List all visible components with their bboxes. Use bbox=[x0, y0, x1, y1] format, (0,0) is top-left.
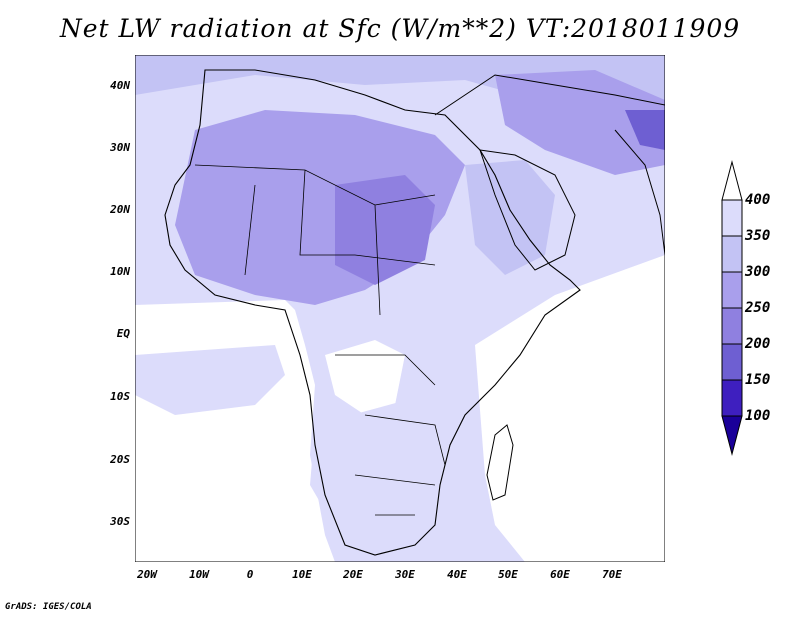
colorbar-bottom-arrow bbox=[721, 415, 743, 456]
colorbar bbox=[721, 160, 743, 456]
y-tick-label: 40N bbox=[110, 79, 130, 92]
field-southern-africa bbox=[310, 395, 465, 545]
eurasia-coastline bbox=[434, 74, 665, 116]
x-tick-label: 10E bbox=[292, 568, 312, 581]
colorbar-swatch bbox=[721, 271, 743, 309]
colorbar-swatch bbox=[721, 235, 743, 273]
colorbar-label: 300 bbox=[745, 264, 771, 280]
chart-title: Net LW radiation at Sfc (W/m**2) VT:2018… bbox=[59, 14, 741, 43]
colorbar-label: 350 bbox=[745, 228, 771, 244]
grads-credit: GrADS: IGES/COLA bbox=[5, 602, 92, 612]
colorbar-swatch bbox=[721, 379, 743, 417]
colorbar-label: 100 bbox=[745, 408, 771, 424]
y-tick-label: 10S bbox=[110, 390, 130, 403]
colorbar-label: 250 bbox=[745, 300, 771, 316]
colorbar-label: 200 bbox=[745, 336, 771, 352]
x-tick-label: 0 bbox=[246, 568, 254, 581]
field-indian-white bbox=[475, 255, 665, 562]
colorbar-swatch bbox=[721, 307, 743, 345]
y-tick-label: EQ bbox=[116, 327, 130, 340]
country-borders-north bbox=[194, 164, 436, 316]
field-arabia bbox=[465, 160, 555, 275]
country-borders-south bbox=[335, 354, 446, 516]
y-tick-label: 30S bbox=[110, 515, 130, 528]
field-himalaya-dark bbox=[625, 110, 665, 150]
x-tick-label: 40E bbox=[447, 568, 467, 581]
field-congo-white bbox=[325, 340, 405, 415]
y-tick-label: 10N bbox=[110, 265, 130, 278]
map-panel bbox=[135, 55, 665, 562]
india-coastline bbox=[614, 129, 665, 256]
field-central-sahara-dark bbox=[335, 175, 435, 285]
colorbar-swatch bbox=[721, 199, 743, 237]
field-north-lavender bbox=[135, 55, 665, 115]
y-tick-label: 30N bbox=[110, 141, 130, 154]
y-tick-label: 20N bbox=[110, 203, 130, 216]
x-tick-label: 70E bbox=[602, 568, 622, 581]
x-tick-label: 60E bbox=[550, 568, 570, 581]
map-svg bbox=[135, 55, 665, 562]
madagascar-coastline bbox=[486, 424, 514, 501]
x-tick-label: 10W bbox=[189, 568, 209, 581]
colorbar-top-arrow bbox=[721, 160, 743, 201]
x-tick-label: 30E bbox=[395, 568, 415, 581]
y-tick-label: 20S bbox=[110, 453, 130, 466]
x-tick-label: 20W bbox=[137, 568, 157, 581]
x-tick-label: 50E bbox=[498, 568, 518, 581]
colorbar-label: 400 bbox=[745, 192, 771, 208]
colorbar-swatch bbox=[721, 343, 743, 381]
x-tick-label: 20E bbox=[343, 568, 363, 581]
arabia-coastline bbox=[479, 149, 576, 271]
field-gulf-lavender bbox=[135, 345, 285, 415]
colorbar-label: 150 bbox=[745, 372, 771, 388]
